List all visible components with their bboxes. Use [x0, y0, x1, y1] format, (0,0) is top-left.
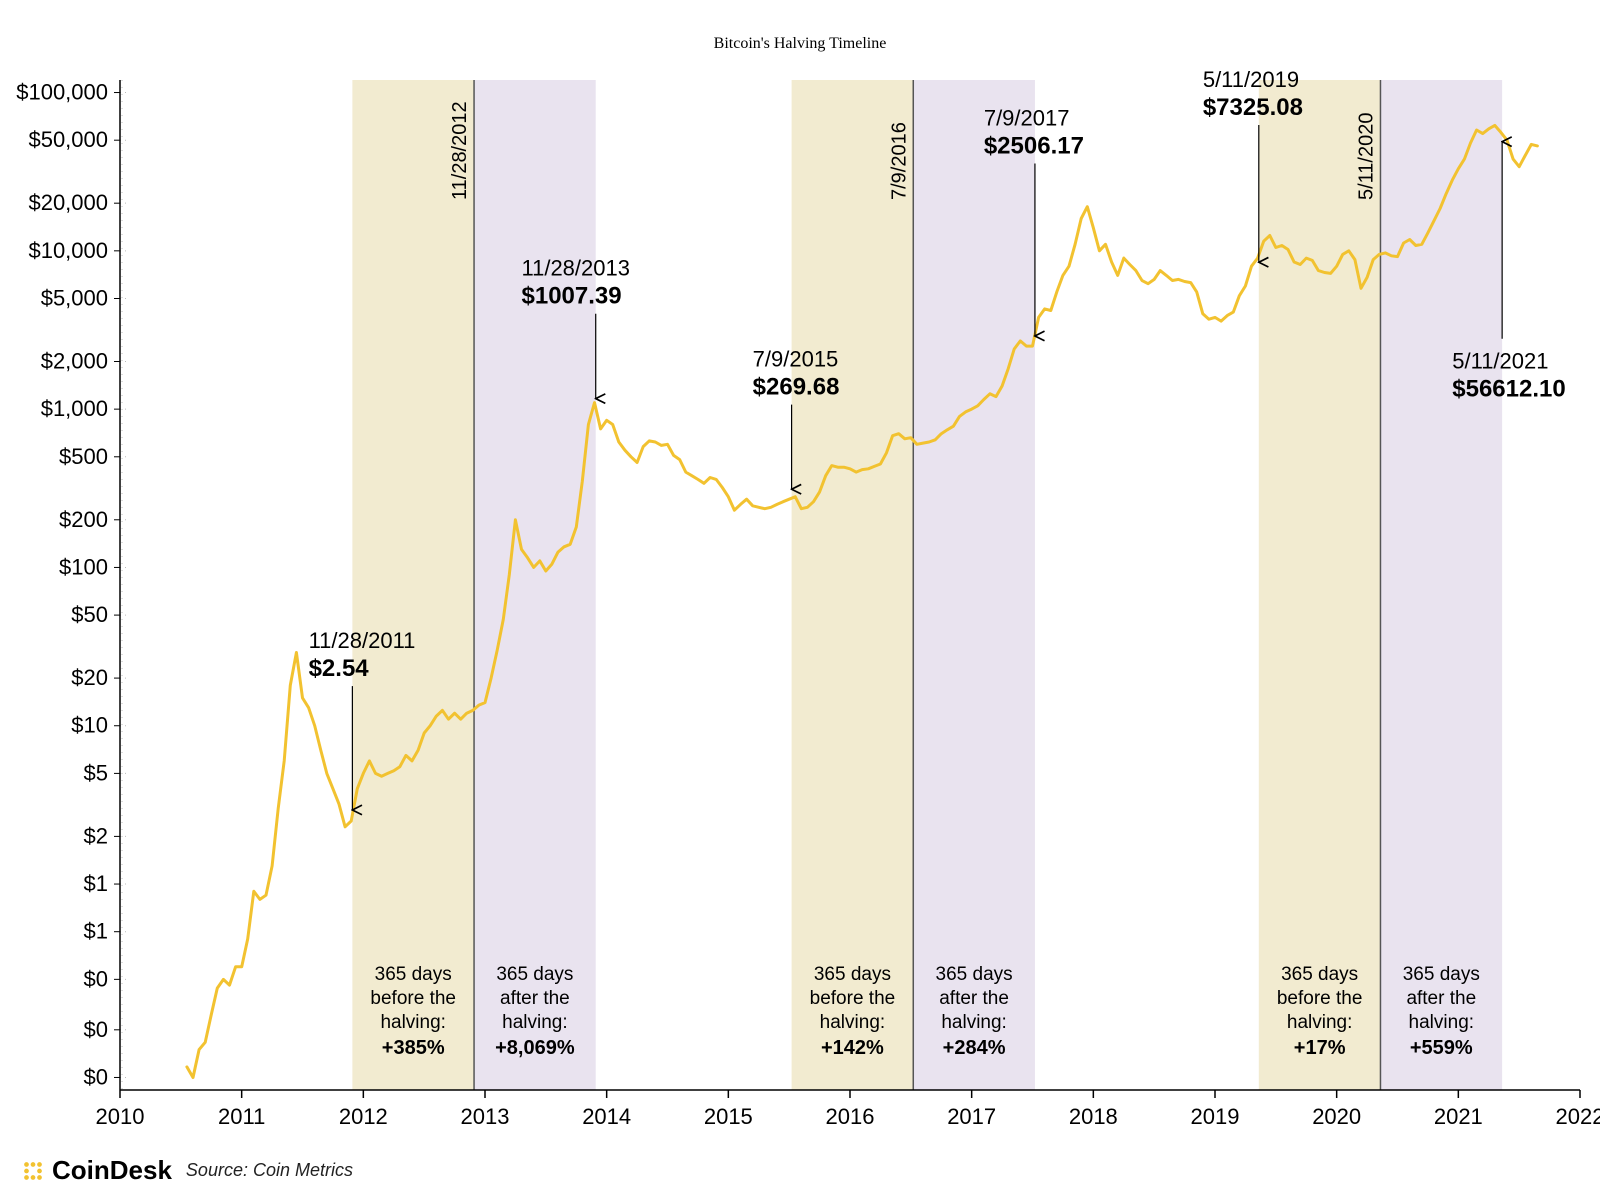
- callout-price: $269.68: [753, 374, 840, 401]
- callout-date: 7/9/2017: [984, 106, 1070, 131]
- chart-svg: Bitcoin's Halving Timeline $0 $0 $0 $1 $1 $2 $5…: [0, 0, 1600, 1200]
- y-tick-label: $500: [59, 444, 108, 469]
- brand-text: CoinDesk: [52, 1155, 172, 1186]
- y-tick-label: $2: [84, 823, 108, 848]
- y-tick-label: $10: [71, 713, 108, 738]
- svg-text:after the: after the: [500, 988, 570, 1009]
- svg-text:halving:: halving:: [820, 1012, 886, 1033]
- x-tick-label: 2022: [1556, 1104, 1600, 1129]
- y-tick-label: $50,000: [28, 127, 108, 152]
- brand: CoinDesk: [20, 1155, 172, 1186]
- x-tick-label: 2017: [947, 1104, 996, 1129]
- x-tick-label: 2021: [1434, 1104, 1483, 1129]
- svg-text:before the: before the: [1277, 988, 1363, 1009]
- y-tick-label: $1: [84, 919, 108, 944]
- callout-price: $2.54: [309, 655, 370, 682]
- svg-text:halving:: halving:: [1287, 1012, 1353, 1033]
- halving-date-label: 11/28/2012: [449, 101, 471, 200]
- svg-text:halving:: halving:: [1409, 1012, 1475, 1033]
- y-tick-label: $1,000: [41, 396, 108, 421]
- band-after-halving: [1380, 80, 1502, 1090]
- svg-text:before the: before the: [370, 988, 456, 1009]
- y-tick-label: $20: [71, 665, 108, 690]
- svg-text:365 days: 365 days: [496, 964, 573, 985]
- svg-text:halving:: halving:: [941, 1012, 1007, 1033]
- y-tick-label: $1: [84, 871, 108, 896]
- svg-text:+284%: +284%: [943, 1037, 1006, 1059]
- callout-price: $2506.17: [984, 133, 1084, 160]
- svg-text:+17%: +17%: [1294, 1037, 1346, 1059]
- svg-text:halving:: halving:: [502, 1012, 568, 1033]
- callout-date: 7/9/2015: [753, 347, 839, 372]
- y-tick-label: $200: [59, 507, 108, 532]
- svg-text:+385%: +385%: [382, 1037, 445, 1059]
- svg-text:365 days: 365 days: [375, 964, 452, 985]
- callout-date: 11/28/2013: [522, 256, 630, 281]
- svg-text:365 days: 365 days: [936, 964, 1013, 985]
- y-tick-label: $50: [71, 602, 108, 627]
- band-after-halving: [913, 80, 1035, 1090]
- svg-text:+142%: +142%: [821, 1037, 884, 1059]
- band-after-halving: [474, 80, 596, 1090]
- x-tick-label: 2012: [339, 1104, 388, 1129]
- band-label: 365 days before the halving: +385%: [370, 964, 456, 1059]
- x-tick-label: 2013: [461, 1104, 510, 1129]
- x-tick-label: 2015: [704, 1104, 753, 1129]
- x-tick-label: 2014: [582, 1104, 631, 1129]
- svg-text:+559%: +559%: [1410, 1037, 1473, 1059]
- band-before-halving: [792, 80, 914, 1090]
- callout-date: 5/11/2021: [1452, 349, 1548, 374]
- y-tick-label: $100,000: [16, 80, 108, 105]
- svg-text:before the: before the: [810, 988, 896, 1009]
- y-tick-label: $20,000: [28, 190, 108, 215]
- svg-text:halving:: halving:: [380, 1012, 446, 1033]
- y-tick-label: $0: [84, 1017, 108, 1042]
- band-label: 365 days before the halving: +142%: [810, 964, 896, 1059]
- svg-text:after the: after the: [1406, 988, 1476, 1009]
- band-before-halving: [352, 80, 474, 1090]
- svg-text:365 days: 365 days: [814, 964, 891, 985]
- band-before-halving: [1259, 80, 1381, 1090]
- x-tick-label: 2016: [826, 1104, 875, 1129]
- x-tick-label: 2010: [96, 1104, 145, 1129]
- y-tick-label: $2,000: [41, 348, 108, 373]
- halving-date-label: 5/11/2020: [1355, 113, 1377, 201]
- band-label: 365 days after the halving: +8,069%: [495, 964, 575, 1059]
- y-tick-label: $5,000: [41, 285, 108, 310]
- y-tick-label: $5: [84, 760, 108, 785]
- callout-price: $1007.39: [522, 283, 622, 310]
- halving-date-label: 7/9/2016: [888, 122, 910, 200]
- x-tick-label: 2020: [1312, 1104, 1361, 1129]
- svg-text:365 days: 365 days: [1403, 964, 1480, 985]
- coindesk-logo-icon: [20, 1158, 46, 1184]
- svg-text:+8,069%: +8,069%: [495, 1037, 575, 1059]
- y-tick-label: $100: [59, 554, 108, 579]
- y-tick-label: $0: [84, 966, 108, 991]
- x-tick-label: 2011: [218, 1104, 265, 1129]
- x-tick-label: 2018: [1069, 1104, 1118, 1129]
- y-tick-label: $10,000: [28, 238, 108, 263]
- band-label: 365 days after the halving: +559%: [1403, 964, 1480, 1059]
- footer: CoinDesk Source: Coin Metrics: [20, 1155, 353, 1186]
- svg-text:after the: after the: [939, 988, 1009, 1009]
- source-text: Source: Coin Metrics: [186, 1160, 353, 1181]
- callout-date: 11/28/2011: [309, 628, 416, 653]
- x-tick-label: 2019: [1191, 1104, 1240, 1129]
- y-tick-label: $0: [84, 1064, 108, 1089]
- chart-container: Bitcoin's Halving Timeline $0 $0 $0 $1 $1 $2 $5…: [0, 0, 1600, 1200]
- chart-title: Bitcoin's Halving Timeline: [714, 35, 887, 52]
- band-label: 365 days after the halving: +284%: [936, 964, 1013, 1059]
- callout-price: $7325.08: [1203, 94, 1303, 121]
- callout-date: 5/11/2019: [1203, 67, 1299, 92]
- svg-text:365 days: 365 days: [1281, 964, 1358, 985]
- callout-price: $56612.10: [1452, 376, 1565, 403]
